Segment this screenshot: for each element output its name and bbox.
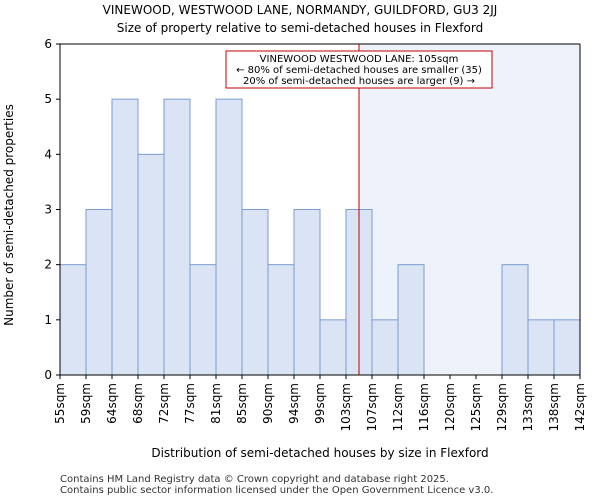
annotation-box [225,50,493,89]
y-tick-label: 3 [44,203,52,217]
annotation-line-1: VINEWOOD WESTWOOD LANE: 105sqm [260,54,459,65]
bar [59,264,87,376]
bar [85,209,113,376]
footer-copyright: Contains HM Land Registry data © Crown c… [60,474,449,485]
x-tick-label: 55sqm [53,383,67,424]
x-tick-label: 64sqm [105,383,119,424]
bar [137,153,165,376]
x-tick-label: 138sqm [547,383,561,431]
bar [215,98,243,376]
x-tick-label: 77sqm [183,383,197,424]
annotation-line-3: 20% of semi-detached houses are larger (… [243,76,475,87]
x-tick-label: 133sqm [521,383,535,431]
bar [163,98,191,376]
x-tick-label: 129sqm [495,383,509,431]
x-tick-label: 107sqm [365,383,379,431]
chart-subtitle: Size of property relative to semi-detach… [116,21,484,35]
bar [501,264,529,376]
bar [527,319,555,376]
y-tick-label: 4 [44,147,52,161]
annotation-line-2: ← 80% of semi-detached houses are smalle… [236,65,482,76]
bar [293,209,321,376]
x-tick-label: 116sqm [417,383,431,431]
x-tick-label: 90sqm [261,383,275,424]
x-tick-label: 103sqm [339,383,353,431]
x-tick-label: 72sqm [157,383,171,424]
x-tick-label: 125sqm [469,383,483,431]
y-tick-label: 1 [44,313,52,327]
y-tick-label: 2 [44,258,52,272]
bar [241,209,269,376]
x-tick-label: 94sqm [287,383,301,424]
y-tick-label: 6 [44,37,52,51]
y-axis-label: Number of semi-detached properties [2,104,16,326]
bar [397,264,425,376]
x-tick-label: 68sqm [131,383,145,424]
chart-title: VINEWOOD, WESTWOOD LANE, NORMANDY, GUILD… [102,3,498,17]
x-tick-label: 112sqm [391,383,405,431]
bar [319,319,347,376]
footer-licence: Contains public sector information licen… [60,485,494,496]
x-tick-label: 59sqm [79,383,93,424]
x-tick-label: 99sqm [313,383,327,424]
bar [267,264,295,376]
bar [189,264,217,376]
y-tick-label: 0 [44,368,52,382]
bar [553,319,581,376]
y-tick-label: 5 [44,92,52,106]
bar [371,319,399,376]
x-tick-label: 81sqm [209,383,223,424]
x-tick-label: 85sqm [235,383,249,424]
x-tick-label: 120sqm [443,383,457,431]
bar [111,98,139,376]
x-axis-label: Distribution of semi-detached houses by … [151,446,488,460]
x-tick-label: 142sqm [573,383,587,431]
